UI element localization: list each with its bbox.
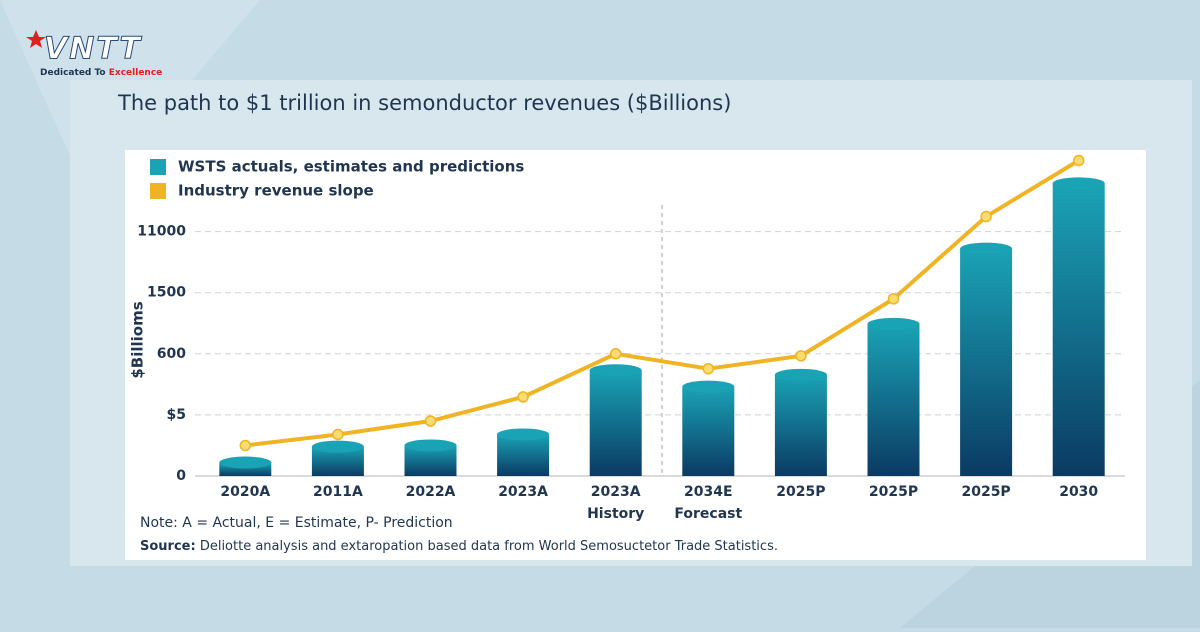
legend-swatch xyxy=(150,183,166,199)
source-text: Deliotte analysis and extaropation based… xyxy=(196,539,778,554)
bar-cap xyxy=(682,380,735,393)
bar-cap xyxy=(404,439,457,452)
bar xyxy=(960,248,1013,476)
logo-text: VNTT xyxy=(44,32,142,67)
line-marker xyxy=(887,293,900,305)
bar xyxy=(867,323,920,476)
legend-label: Industry revenue slope xyxy=(178,182,374,200)
bar-cap xyxy=(960,242,1013,255)
x-tick-label: 2020A xyxy=(220,484,270,500)
line-marker xyxy=(517,391,529,403)
x-tick-label: 2025P xyxy=(869,484,918,500)
line-marker xyxy=(980,210,992,223)
logo-star xyxy=(26,30,46,48)
line xyxy=(245,158,1080,448)
note: Note: A = Actual, E = Estimate, P- Predi… xyxy=(140,515,453,531)
source: Source: Deliotte analysis and extaropati… xyxy=(140,539,778,554)
logo-tagline: Dedicated To Excellence xyxy=(40,68,162,78)
x-tick-label: 2030 xyxy=(1059,484,1098,500)
x-tick-label: 2023A xyxy=(498,484,548,500)
bar xyxy=(682,386,735,476)
bar xyxy=(497,434,550,476)
x-tick-label: 2034E xyxy=(684,484,733,500)
source-label: Source: xyxy=(140,539,196,554)
chart-title: The path to $1 trillion in semonductor r… xyxy=(117,91,731,115)
x-tick-label: 2025P xyxy=(776,484,825,500)
line-marker xyxy=(702,362,715,375)
tagline: Dedicated To xyxy=(40,68,109,78)
y-tick-label: 11000 xyxy=(137,224,186,240)
line-marker xyxy=(332,428,344,441)
period-label: Forecast xyxy=(674,506,742,522)
y-axis-label: $Billioms xyxy=(129,301,147,378)
y-tick-label: $5 xyxy=(167,407,186,423)
legend-swatch xyxy=(150,159,166,175)
bar-cap xyxy=(867,317,920,330)
x-tick-label: 2025P xyxy=(961,484,1010,500)
period-label: History xyxy=(587,506,644,522)
x-tick-label: 2022A xyxy=(406,484,456,500)
bar-cap xyxy=(774,368,827,381)
bar-cap xyxy=(497,428,550,441)
y-tick-label: 600 xyxy=(157,346,186,362)
bar xyxy=(774,374,827,476)
line-marker xyxy=(424,415,437,427)
x-tick-label: 2011A xyxy=(313,484,363,500)
logo: VNTT Dedicated To Excellence xyxy=(26,30,162,78)
tagline-highlight: Excellence xyxy=(109,68,163,78)
bar-cap xyxy=(589,364,642,377)
line-marker xyxy=(239,439,252,452)
bar-cap xyxy=(311,440,364,453)
x-tick-label: 2023A xyxy=(591,484,641,500)
line-marker xyxy=(1072,154,1085,167)
bar xyxy=(1052,183,1105,476)
bar-cap xyxy=(1052,177,1105,190)
y-tick-label: 0 xyxy=(176,468,186,484)
bar xyxy=(589,370,642,476)
y-tick-label: 1500 xyxy=(147,285,186,301)
bar-cap xyxy=(219,456,272,469)
line-marker xyxy=(795,350,807,362)
legend-label: WSTS actuals, estimates and predictions xyxy=(178,158,524,176)
line-marker xyxy=(609,348,622,360)
